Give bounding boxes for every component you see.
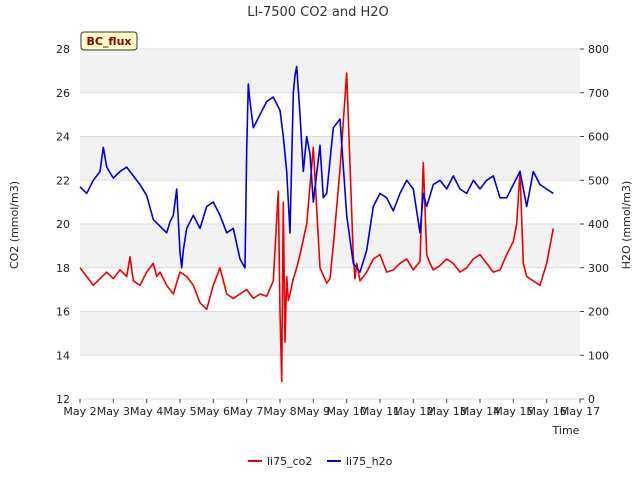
- right-tick-label: 400: [588, 218, 609, 231]
- x-tick-label: May 8: [263, 405, 296, 418]
- right-axis-title: H2O (mmol/m3): [620, 181, 633, 270]
- left-tick-label: 26: [56, 87, 70, 100]
- left-tick-label: 18: [56, 262, 70, 275]
- left-tick-label: 24: [56, 131, 70, 144]
- right-axis: 0 100 200 300 400 500 600 700 800: [580, 43, 609, 406]
- x-tick-label: May 16: [527, 405, 567, 418]
- bc-flux-tag: BC_flux: [80, 31, 138, 51]
- x-tick-label: May 5: [163, 405, 196, 418]
- right-tick-label: 0: [588, 393, 595, 406]
- x-tick-label: May 17: [560, 405, 600, 418]
- legend: li75_co2 li75_h2o: [248, 455, 393, 468]
- gridlines: [80, 48, 580, 400]
- x-tick-label: May 2: [63, 405, 96, 418]
- band: [80, 224, 580, 268]
- left-axis: 12 14 16 18 20 22 24 26 28: [56, 43, 70, 406]
- left-tick-label: 12: [56, 393, 70, 406]
- left-tick-label: 20: [56, 218, 70, 231]
- tag-box: [80, 31, 138, 51]
- x-tick-label: May 3: [97, 405, 130, 418]
- left-axis-title: CO2 (mmol/m3): [8, 181, 21, 269]
- x-tick-label: May 12: [393, 405, 433, 418]
- left-tick-label: 16: [56, 306, 70, 319]
- band: [80, 355, 580, 399]
- x-tick-label: May 6: [197, 405, 230, 418]
- x-axis: May 2 May 3 May 4 May 5 May 6 May 7 May 8 May 9…: [63, 399, 600, 418]
- x-tick-label: May 4: [130, 405, 163, 418]
- right-tick-label: 100: [588, 349, 609, 362]
- legend-label-li75_co2: li75_co2: [267, 455, 312, 468]
- right-tick-label: 300: [588, 262, 609, 275]
- band: [80, 311, 580, 356]
- series-line-li75_h2o: [79, 65, 554, 273]
- right-tick-label: 700: [588, 87, 609, 100]
- right-tick-label: 600: [588, 131, 609, 144]
- x-tick-label: May 11: [360, 405, 400, 418]
- chart-title: LI-7500 CO2 and H2O: [247, 5, 389, 20]
- series-line-li75_co2: [79, 72, 555, 383]
- x-tick-label: May 14: [460, 405, 500, 418]
- left-tick-label: 14: [56, 349, 70, 362]
- background-bands: [80, 49, 580, 399]
- right-tick-label: 500: [588, 174, 609, 187]
- left-tick-label: 28: [56, 43, 70, 56]
- band: [80, 49, 580, 93]
- series-layer: [79, 65, 555, 383]
- x-tick-label: May 13: [427, 405, 467, 418]
- right-tick-label: 800: [588, 43, 609, 56]
- x-tick-label: May 15: [493, 405, 533, 418]
- x-tick-label: May 7: [230, 405, 263, 418]
- x-tick-label: May 10: [327, 405, 367, 418]
- x-axis-title: Time: [552, 424, 580, 437]
- legend-label-li75_h2o: li75_h2o: [346, 455, 393, 468]
- right-tick-label: 200: [588, 306, 609, 319]
- band: [80, 180, 580, 224]
- tag-label: BC_flux: [86, 35, 131, 48]
- left-tick-label: 22: [56, 174, 70, 187]
- band: [80, 92, 580, 137]
- x-tick-label: May 9: [297, 405, 330, 418]
